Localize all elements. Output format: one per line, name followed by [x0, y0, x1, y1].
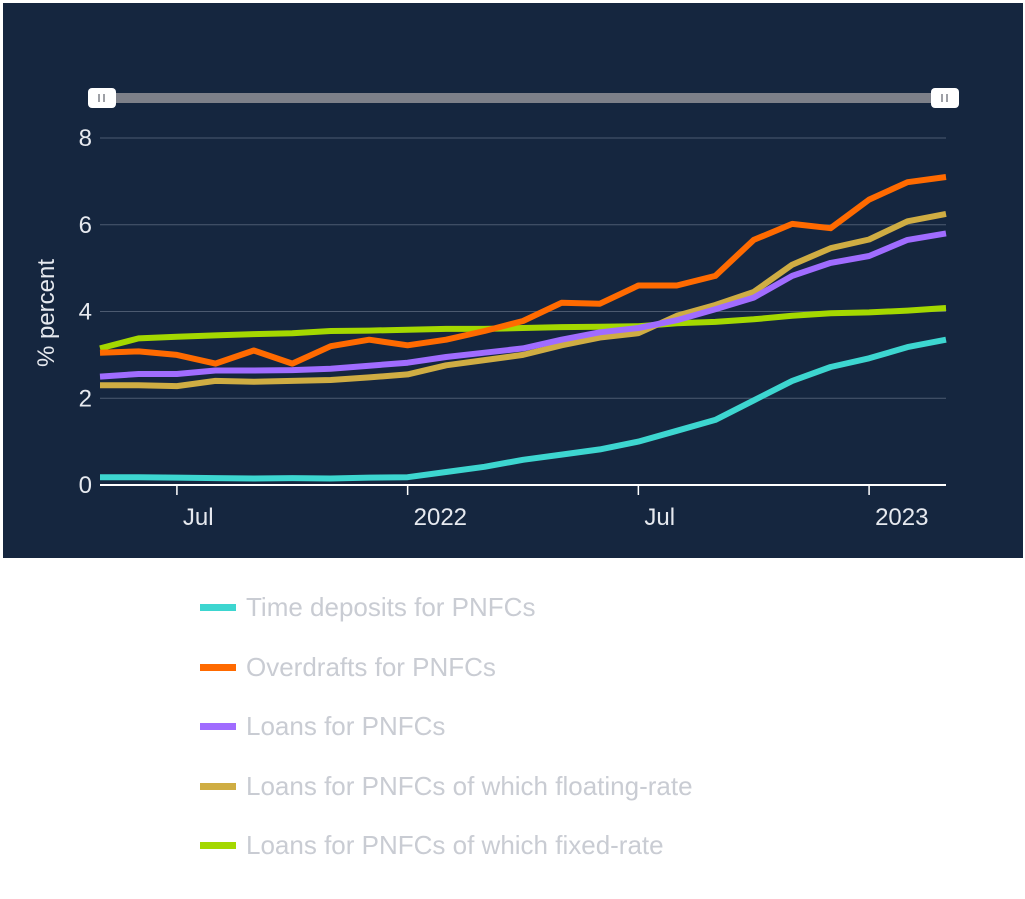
legend: Time deposits for PNFCs Overdrafts for PN…: [200, 578, 693, 876]
chart-panel: 0 2 4 6 8 Jul 2022 Jul 2023 % percent: [3, 3, 1023, 558]
x-tick-label: Jul: [644, 504, 675, 531]
series-line-4[interactable]: [99, 305, 947, 352]
series-line-0[interactable]: [100, 336, 947, 482]
legend-swatch: [200, 604, 236, 612]
x-tick-label: Jul: [183, 504, 214, 531]
y-tick-label: 0: [79, 472, 92, 499]
navigator-left-handle[interactable]: [88, 88, 116, 108]
legend-label: Loans for PNFCs of which fixed-rate: [246, 830, 664, 861]
y-axis-label: % percent: [33, 259, 60, 367]
legend-item[interactable]: Overdrafts for PNFCs: [200, 638, 693, 698]
legend-item[interactable]: Loans for PNFCs: [200, 697, 693, 757]
legend-label: Loans for PNFCs: [246, 711, 446, 742]
range-navigator[interactable]: [88, 88, 959, 108]
y-tick-label: 2: [79, 385, 92, 412]
legend-item[interactable]: Loans for PNFCs of which floating-rate: [200, 757, 693, 817]
line-chart: 0 2 4 6 8 Jul 2022 Jul 2023 % percent: [33, 88, 959, 531]
legend-swatch: [200, 782, 236, 790]
series-line-3[interactable]: [100, 210, 947, 390]
x-tick-label: 2022: [414, 504, 467, 531]
navigator-track[interactable]: [100, 93, 958, 103]
legend-label: Time deposits for PNFCs: [246, 592, 536, 623]
legend-swatch: [200, 663, 236, 671]
legend-item[interactable]: Loans for PNFCs of which fixed-rate: [200, 816, 693, 876]
x-tick-label: 2023: [875, 504, 928, 531]
legend-label: Overdrafts for PNFCs: [246, 651, 496, 682]
legend-swatch: [200, 723, 236, 731]
y-tick-label: 8: [79, 125, 92, 152]
legend-label: Loans for PNFCs of which floating-rate: [246, 770, 693, 801]
series-line-2[interactable]: [99, 230, 947, 380]
y-tick-label: 4: [79, 299, 92, 326]
y-tick-label: 6: [79, 212, 92, 239]
legend-swatch: [200, 842, 236, 850]
navigator-right-handle[interactable]: [931, 88, 959, 108]
series-line-1[interactable]: [99, 174, 947, 367]
legend-item[interactable]: Time deposits for PNFCs: [200, 578, 693, 638]
